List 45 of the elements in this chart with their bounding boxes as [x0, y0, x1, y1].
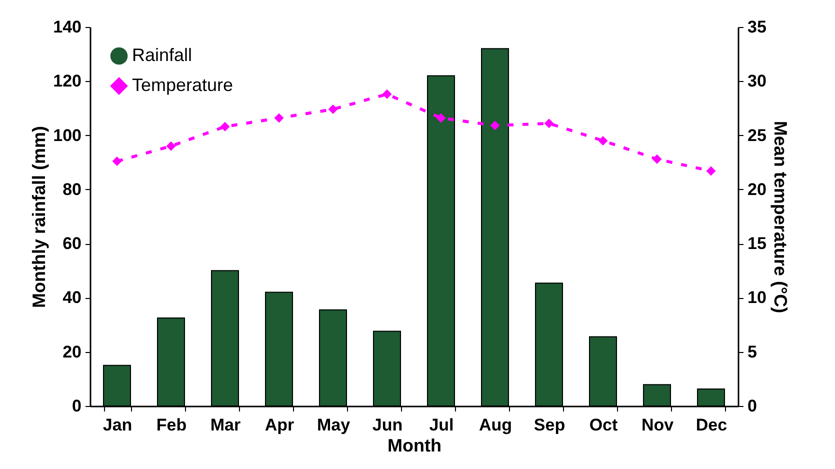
y2-tick-label: 10 [748, 288, 766, 308]
y2-tick-label: 30 [748, 72, 766, 91]
point [382, 89, 392, 99]
x-tick-label: May [316, 416, 351, 434]
x-tick-label: Jun [372, 416, 403, 434]
y-tick-label: 120 [53, 72, 82, 91]
point [436, 113, 446, 123]
y2-tick-label: 20 [748, 180, 766, 199]
x-tick-label: Jan [102, 416, 132, 434]
y-axis-title: Monthly rainfall (mm) [29, 126, 50, 308]
y-tick-label: 40 [62, 288, 82, 308]
point [490, 120, 500, 130]
y2-tick-label: 5 [748, 342, 757, 362]
point [220, 122, 230, 132]
legend-label: Temperature [132, 75, 234, 95]
y-tick-label: 20 [62, 342, 82, 362]
legend-label: Rainfall [132, 45, 192, 65]
x-tick-label: Jul [429, 416, 454, 434]
point [544, 118, 554, 128]
x-tick-label: Aug [478, 416, 512, 434]
y2-tick-label: 0 [748, 396, 757, 416]
x-tick-label: Oct [589, 416, 618, 434]
point [598, 136, 608, 146]
point [112, 156, 122, 166]
y-tick-label: 60 [62, 234, 82, 254]
x-tick-label: Feb [156, 416, 187, 434]
x-tick-label: Mar [210, 416, 241, 434]
x-tick-label: Nov [641, 416, 674, 434]
x-axis-title: Month [388, 436, 442, 456]
point [274, 113, 284, 123]
y-tick-label: 140 [53, 18, 82, 36]
point [166, 141, 176, 151]
y2-tick-label: 35 [748, 18, 766, 36]
point [652, 154, 662, 164]
y2-tick-label: 15 [748, 234, 766, 254]
x-tick-label: Apr [264, 416, 295, 434]
point [706, 166, 716, 176]
y-tick-label: 80 [62, 180, 82, 199]
y-tick-label: 0 [72, 396, 82, 416]
x-tick-label: Sep [534, 416, 566, 434]
y2-axis-title: Mean temperature (°C) [770, 120, 790, 314]
x-tick-label: Dec [696, 416, 728, 434]
y-tick-label: 100 [53, 126, 82, 145]
point [328, 104, 338, 114]
y2-tick-label: 25 [748, 126, 766, 145]
